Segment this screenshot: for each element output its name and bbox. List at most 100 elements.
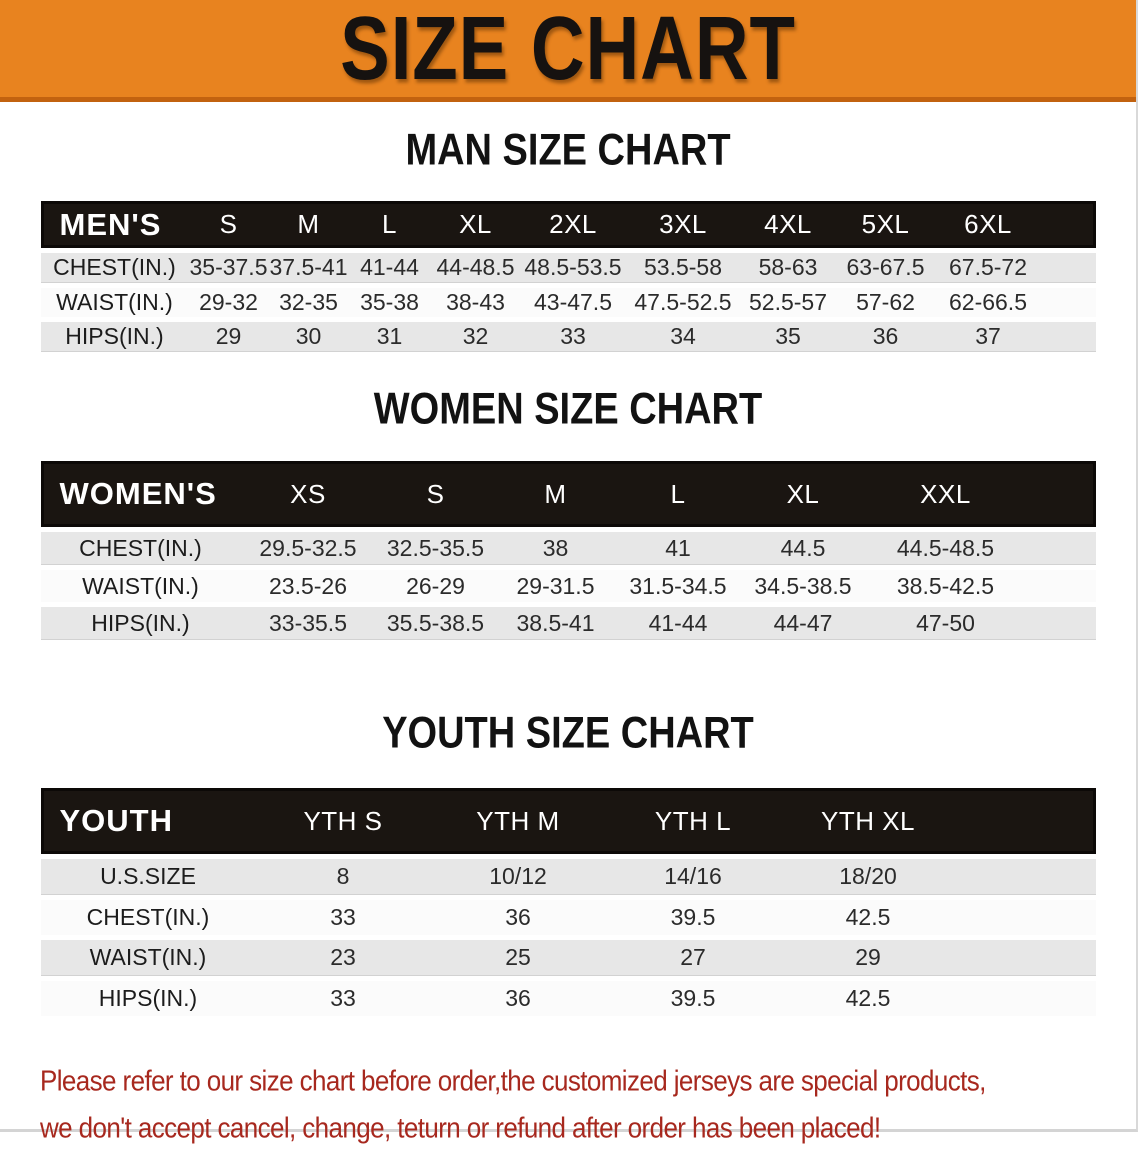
measurement-value: 44.5-48.5 [865, 532, 1026, 565]
measurement-value: 39.5 [605, 981, 781, 1016]
measurement-value: 44-47 [740, 607, 866, 640]
row-spacer [1040, 288, 1096, 317]
measurement-value: 37 [935, 322, 1041, 352]
header-spacer [1025, 461, 1096, 527]
measurement-value: 67.5-72 [935, 253, 1041, 283]
women-section-heading: WOMEN SIZE CHART [373, 384, 763, 434]
size-header-row: MEN'S S M L XL 2XL 3XL 4XL 5XL 6XL [40, 201, 1096, 248]
measurement-value: 38 [495, 532, 616, 565]
header-spacer [955, 788, 1096, 854]
women-size-section: WOMEN SIZE CHART WOMEN'S XS S M L XL XXL CHEST(… [0, 384, 1136, 645]
measurement-value: 25 [430, 940, 606, 976]
measurement-value: 41-44 [615, 607, 741, 640]
size-column-header: YTH M [430, 788, 606, 854]
measurement-row: WAIST(IN.) 23.5-26 26-29 29-31.5 31.5-34.5 34… [40, 570, 1096, 602]
measurement-label: WAIST(IN.) [40, 940, 256, 976]
group-label: WOMEN'S [40, 461, 241, 527]
measurement-value: 29 [188, 322, 269, 352]
row-spacer [955, 859, 1096, 895]
size-column-header: 6XL [935, 201, 1041, 248]
size-column-header: XXL [865, 461, 1026, 527]
measurement-value: 41-44 [348, 253, 431, 283]
row-spacer [955, 900, 1096, 935]
measurement-value: 33 [255, 900, 431, 935]
measurement-value: 35 [740, 322, 836, 352]
size-column-header: 2XL [520, 201, 626, 248]
measurement-value: 31 [348, 322, 431, 352]
measurement-row: U.S.SIZE 8 10/12 14/16 18/20 [40, 859, 1096, 895]
measurement-label: HIPS(IN.) [40, 322, 189, 352]
size-header-row: YOUTH YTH S YTH M YTH L YTH XL [40, 788, 1096, 854]
measurement-value: 47-50 [865, 607, 1026, 640]
group-label: MEN'S [40, 201, 189, 248]
measurement-row: WAIST(IN.) 29-32 32-35 35-38 38-43 43-47.5 47.… [40, 288, 1096, 317]
measurement-row: HIPS(IN.) 33-35.5 35.5-38.5 38.5-41 41-44 44-… [40, 607, 1096, 640]
measurement-value: 8 [255, 859, 431, 895]
measurement-value: 31.5-34.5 [615, 570, 741, 602]
measurement-row: CHEST(IN.) 35-37.5 37.5-41 41-44 44-48.5 48.5… [40, 253, 1096, 283]
men-section-heading: MAN SIZE CHART [405, 125, 731, 175]
men-size-section: MAN SIZE CHART MEN'S S M L XL 2XL 3XL 4XL 5XL 6XL… [0, 125, 1136, 357]
header-spacer [1040, 201, 1096, 248]
youth-size-table: YOUTH YTH S YTH M YTH L YTH XL U.S.SIZE 8 10/12… [40, 783, 1096, 1021]
row-spacer [1040, 322, 1096, 352]
measurement-value: 48.5-53.5 [520, 253, 626, 283]
measurement-value: 57-62 [835, 288, 936, 317]
measurement-label: CHEST(IN.) [40, 900, 256, 935]
measurement-value: 44.5 [740, 532, 866, 565]
measurement-value: 29 [780, 940, 956, 976]
measurement-value: 36 [835, 322, 936, 352]
disclaimer-line-2: we don't accept cancel, change, teturn o… [40, 1110, 881, 1145]
measurement-value: 27 [605, 940, 781, 976]
measurement-value: 29-31.5 [495, 570, 616, 602]
size-column-header: L [348, 201, 431, 248]
measurement-value: 47.5-52.5 [625, 288, 741, 317]
measurement-value: 10/12 [430, 859, 606, 895]
measurement-label: WAIST(IN.) [40, 288, 189, 317]
size-column-header: M [268, 201, 349, 248]
measurement-label: HIPS(IN.) [40, 607, 241, 640]
size-column-header: YTH L [605, 788, 781, 854]
measurement-value: 23 [255, 940, 431, 976]
measurement-value: 14/16 [605, 859, 781, 895]
measurement-value: 33 [520, 322, 626, 352]
measurement-value: 38.5-42.5 [865, 570, 1026, 602]
measurement-value: 35.5-38.5 [375, 607, 496, 640]
measurement-label: U.S.SIZE [40, 859, 256, 895]
row-spacer [1040, 253, 1096, 283]
measurement-value: 36 [430, 900, 606, 935]
measurement-value: 37.5-41 [268, 253, 349, 283]
measurement-value: 42.5 [780, 900, 956, 935]
measurement-value: 35-38 [348, 288, 431, 317]
size-column-header: L [615, 461, 741, 527]
row-spacer [955, 981, 1096, 1016]
size-column-header: S [375, 461, 496, 527]
measurement-value: 58-63 [740, 253, 836, 283]
measurement-value: 26-29 [375, 570, 496, 602]
measurement-label: CHEST(IN.) [40, 532, 241, 565]
measurement-value: 44-48.5 [430, 253, 521, 283]
measurement-row: HIPS(IN.) 33 36 39.5 42.5 [40, 981, 1096, 1016]
group-label: YOUTH [40, 788, 256, 854]
measurement-value: 42.5 [780, 981, 956, 1016]
size-column-header: XL [740, 461, 866, 527]
measurement-value: 18/20 [780, 859, 956, 895]
row-spacer [955, 940, 1096, 976]
measurement-value: 29.5-32.5 [240, 532, 376, 565]
measurement-value: 43-47.5 [520, 288, 626, 317]
measurement-row: WAIST(IN.) 23 25 27 29 [40, 940, 1096, 976]
measurement-value: 33-35.5 [240, 607, 376, 640]
size-column-header: YTH XL [780, 788, 956, 854]
measurement-value: 38-43 [430, 288, 521, 317]
measurement-label: HIPS(IN.) [40, 981, 256, 1016]
measurement-value: 34.5-38.5 [740, 570, 866, 602]
row-spacer [1025, 532, 1096, 565]
row-spacer [1025, 607, 1096, 640]
measurement-value: 38.5-41 [495, 607, 616, 640]
measurement-value: 62-66.5 [935, 288, 1041, 317]
size-column-header: YTH S [255, 788, 431, 854]
size-column-header: 3XL [625, 201, 741, 248]
measurement-value: 34 [625, 322, 741, 352]
women-size-table: WOMEN'S XS S M L XL XXL CHEST(IN.) 29.5-32.5 32.5… [40, 456, 1096, 645]
measurement-value: 63-67.5 [835, 253, 936, 283]
